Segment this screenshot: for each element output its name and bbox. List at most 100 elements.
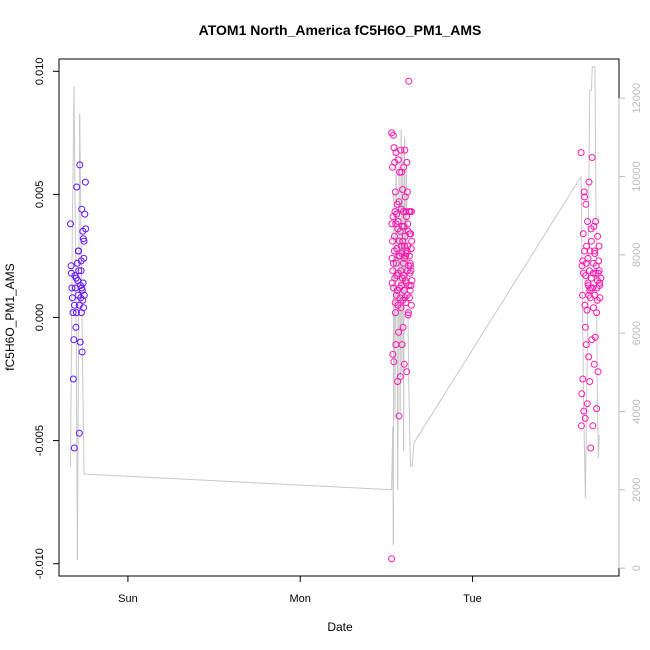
scatter-point: [80, 304, 87, 312]
series-line-segment: [87, 473, 392, 491]
scatter-point: [407, 282, 415, 289]
scatter-point: [408, 208, 415, 216]
scatter-point: [591, 333, 599, 341]
scatter-point: [389, 267, 397, 275]
scatter-point: [589, 269, 597, 277]
series-line-layer: [70, 66, 600, 561]
scatter-point: [75, 429, 83, 437]
scatter-point: [579, 375, 587, 383]
scatter-point: [581, 193, 588, 201]
scatter-point: [592, 218, 600, 225]
scatter-point: [67, 262, 75, 270]
scatter-point: [79, 296, 87, 304]
scatter-point: [389, 259, 397, 267]
scatter-point: [591, 250, 599, 257]
y-tick-label: 0.000: [34, 304, 46, 332]
scatter-point: [596, 294, 604, 302]
right-tick-label: 4000: [631, 399, 643, 423]
scatter-point: [73, 183, 81, 191]
scatter-point: [588, 154, 596, 161]
right-tick-label: 12000: [631, 83, 643, 114]
scatter-point: [67, 220, 74, 228]
plot-frame: [58, 58, 620, 577]
scatter-point: [400, 360, 408, 368]
scatter-point: [74, 291, 82, 299]
scatter-point: [596, 279, 604, 287]
scatter-point: [578, 390, 586, 398]
scatter-point: [81, 210, 89, 218]
scatter-point: [388, 555, 396, 563]
scatter-point: [69, 309, 77, 317]
scatter-point: [78, 284, 86, 292]
scatter-point: [75, 247, 83, 255]
chart-title: ATOM1 North_America fC5H6O_PM1_AMS: [199, 22, 482, 38]
scatter-point: [585, 291, 593, 299]
scatter-point: [593, 309, 601, 317]
scatter-point: [389, 350, 397, 358]
series-line-segment: [71, 86, 75, 236]
scatter-point: [403, 188, 411, 196]
scatter-point: [400, 163, 408, 171]
scatter-point: [388, 220, 396, 228]
scatter-point: [583, 400, 591, 408]
scatter-point: [403, 368, 411, 376]
right-tick-label: 0: [631, 565, 643, 571]
scatter-point: [406, 286, 414, 294]
scatter-point: [591, 247, 598, 255]
scatter-point: [71, 301, 78, 309]
scatter-point: [587, 274, 595, 282]
series-line-segment: [408, 387, 411, 467]
series-line-segment: [79, 113, 82, 271]
scatter-point: [393, 210, 401, 218]
scatter-point: [589, 422, 597, 430]
scatter-point: [401, 146, 409, 154]
y-axis-label: fC5H6O_PM1_AMS: [3, 263, 17, 370]
scatter-point: [68, 284, 76, 292]
scatter-point: [77, 267, 85, 275]
scatter-point: [580, 188, 588, 196]
scatter-point: [583, 306, 591, 314]
scatter-point: [590, 222, 598, 230]
scatter-point: [407, 230, 415, 238]
scatter-point: [595, 242, 603, 250]
scatter-point: [404, 311, 412, 319]
right-tick-label: 2000: [631, 478, 643, 502]
y-tick-label: -0.005: [34, 425, 46, 456]
right-tick-label: 10000: [631, 161, 643, 192]
scatter-point: [408, 277, 416, 285]
scatter-point: [80, 254, 88, 262]
scatter-point: [406, 294, 413, 302]
scatter-point: [586, 378, 594, 385]
scatter-point: [403, 158, 411, 166]
scatter-point: [590, 304, 597, 312]
scatter-point: [582, 272, 590, 280]
scatter-point: [72, 274, 80, 282]
x-tick-label: Mon: [290, 593, 311, 605]
scatter-point: [404, 220, 412, 228]
y-tick-label: 0.010: [34, 58, 46, 86]
scatter-point: [397, 242, 405, 250]
scatter-point: [407, 245, 415, 253]
x-axis-label: Date: [327, 620, 353, 634]
scatter-point: [68, 294, 76, 302]
scatter-point: [394, 218, 402, 225]
y-tick-label: -0.010: [34, 548, 46, 579]
scatter-point: [391, 232, 398, 240]
scatter-point: [405, 77, 413, 85]
scatter-point: [78, 348, 86, 356]
y-axis: -0.010 -0.005 0.000 0.005 0.010: [34, 58, 59, 579]
scatter-point: [595, 267, 603, 275]
series-line-segment: [407, 270, 410, 389]
scatter-points-layer: [67, 77, 605, 563]
series-line-segment: [76, 113, 81, 561]
scatter-point: [583, 242, 591, 250]
scatter-point: [577, 422, 585, 430]
series-line-segment: [596, 395, 599, 459]
scatter-point: [398, 341, 406, 349]
scatter-point: [395, 412, 403, 420]
scatter-point: [579, 230, 587, 238]
scatter-point: [580, 407, 588, 415]
scatter-point: [402, 252, 410, 260]
scatter-point: [406, 259, 414, 267]
x-tick-label: Tue: [463, 593, 482, 605]
